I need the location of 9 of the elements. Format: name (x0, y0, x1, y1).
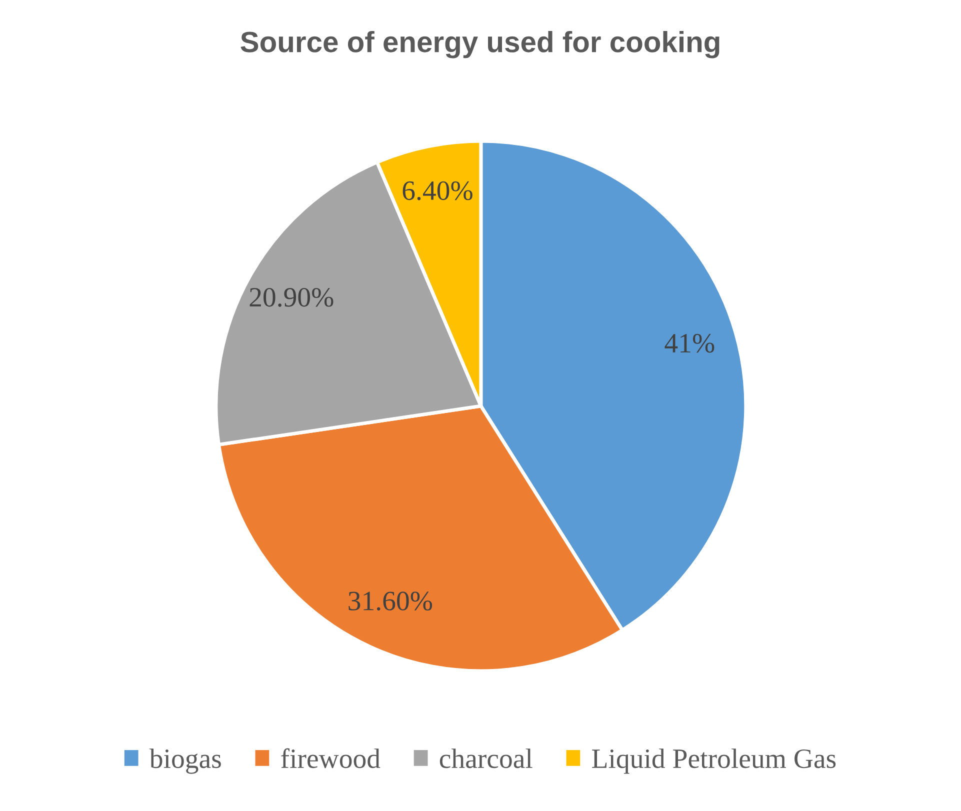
legend-label: Liquid Petroleum Gas (592, 748, 836, 774)
legend-label: charcoal (440, 748, 532, 768)
data-label: 6.40% (402, 181, 472, 200)
chart-title: Source of energy used for cooking (240, 30, 720, 58)
data-label: 20.90% (250, 288, 334, 307)
data-label: 41% (664, 334, 714, 353)
data-label: 31.60% (348, 592, 432, 611)
legend-label: firewood (281, 748, 380, 768)
legend-label: biogas (149, 748, 221, 774)
